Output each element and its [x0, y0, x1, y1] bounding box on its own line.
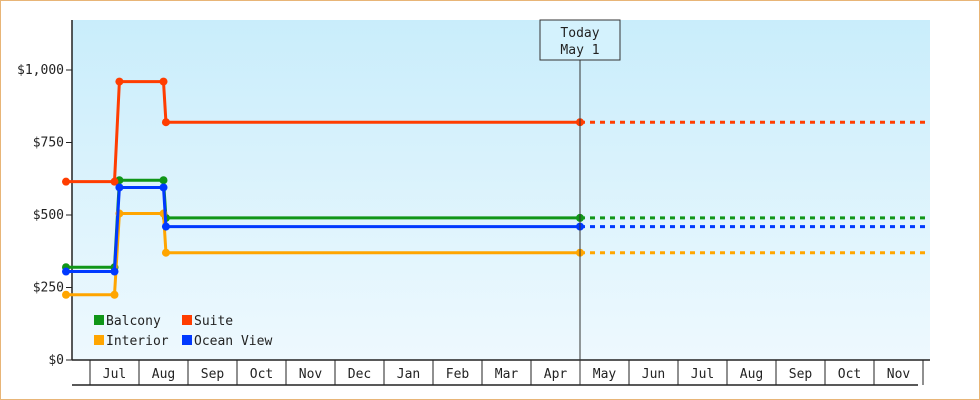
legend-swatch — [182, 335, 192, 345]
y-tick-label: $0 — [48, 353, 64, 368]
series-point[interactable] — [110, 267, 119, 276]
x-tick-label: Dec — [348, 367, 371, 382]
series-point[interactable] — [161, 248, 170, 257]
series-point[interactable] — [62, 290, 70, 299]
x-tick-label: Mar — [495, 367, 519, 382]
x-tick-label: Nov — [299, 367, 323, 382]
legend-label: Balcony — [106, 314, 161, 329]
legend-swatch — [182, 315, 192, 325]
series-suite — [62, 77, 930, 186]
y-tick-label: $1,000 — [17, 63, 64, 78]
plot-background — [72, 20, 930, 360]
x-tick-label: Aug — [152, 367, 175, 382]
series-point[interactable] — [110, 290, 119, 299]
x-tick-label: Jul — [691, 367, 714, 382]
legend-label: Ocean View — [194, 334, 272, 349]
series-point[interactable] — [159, 77, 168, 86]
x-tick-label: Oct — [250, 367, 273, 382]
series-point[interactable] — [110, 177, 119, 186]
series-point[interactable] — [115, 183, 124, 192]
x-tick-label: Oct — [838, 367, 861, 382]
series-point[interactable] — [161, 118, 170, 127]
x-tick-label: Jul — [103, 367, 126, 382]
x-tick-label: Aug — [740, 367, 763, 382]
x-tick-label: May — [593, 367, 617, 382]
legend-item-balcony[interactable]: Balcony — [94, 314, 161, 329]
legend-label: Interior — [106, 334, 169, 349]
x-tick-label: Feb — [446, 367, 470, 382]
legend-swatch — [94, 335, 104, 345]
series-point[interactable] — [62, 177, 70, 186]
series-ocean-view — [62, 183, 930, 276]
legend-item-interior[interactable]: Interior — [94, 334, 169, 349]
legend-label: Suite — [194, 314, 233, 329]
series-point[interactable] — [159, 176, 168, 185]
today-label-line2: May 1 — [560, 43, 599, 58]
x-tick-label: Apr — [544, 367, 568, 382]
series-point[interactable] — [161, 222, 170, 231]
legend-swatch — [94, 315, 104, 325]
today-label-line1: Today — [560, 26, 599, 41]
x-tick-label: Sep — [789, 367, 813, 382]
x-tick-label: Jan — [397, 367, 420, 382]
series-point[interactable] — [62, 267, 70, 276]
x-tick-label: Nov — [887, 367, 911, 382]
x-tick-label: Jun — [642, 367, 665, 382]
series-point[interactable] — [115, 77, 124, 86]
legend-item-ocean-view[interactable]: Ocean View — [182, 334, 272, 349]
today-label-box — [539, 19, 621, 61]
y-tick-label: $500 — [33, 208, 64, 223]
y-tick-label: $750 — [33, 136, 64, 151]
x-tick-label: Sep — [201, 367, 225, 382]
legend-item-suite[interactable]: Suite — [182, 314, 233, 329]
series-point[interactable] — [159, 183, 168, 192]
y-tick-label: $250 — [33, 281, 64, 296]
